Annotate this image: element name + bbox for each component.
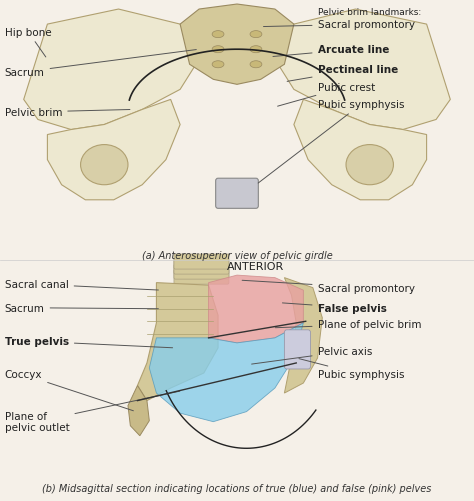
Text: Pelvic brim: Pelvic brim	[5, 108, 130, 118]
FancyBboxPatch shape	[174, 270, 229, 285]
Text: Plane of
pelvic outlet: Plane of pelvic outlet	[5, 391, 180, 433]
Ellipse shape	[81, 145, 128, 185]
Text: (b) Midsagittal section indicating locations of true (blue) and false (pink) pel: (b) Midsagittal section indicating locat…	[42, 483, 432, 493]
Ellipse shape	[250, 62, 262, 69]
Text: ANTERIOR: ANTERIOR	[228, 262, 284, 272]
Text: Plane of pelvic brim: Plane of pelvic brim	[275, 320, 421, 330]
Ellipse shape	[212, 32, 224, 39]
Text: Pectineal line: Pectineal line	[287, 65, 398, 82]
Text: Pubic crest: Pubic crest	[278, 83, 375, 107]
FancyBboxPatch shape	[174, 255, 229, 270]
Text: Pelvic axis: Pelvic axis	[252, 347, 372, 364]
Text: Sacral canal: Sacral canal	[5, 280, 158, 291]
Polygon shape	[294, 100, 427, 200]
Text: (a) Anterosuperior view of pelvic girdle: (a) Anterosuperior view of pelvic girdle	[142, 250, 332, 261]
Polygon shape	[128, 386, 149, 436]
Text: Hip bone: Hip bone	[5, 28, 51, 58]
FancyBboxPatch shape	[174, 265, 229, 280]
Text: Sacral promontory: Sacral promontory	[242, 281, 415, 293]
Ellipse shape	[346, 145, 393, 185]
Polygon shape	[47, 100, 180, 200]
Polygon shape	[209, 276, 303, 343]
Polygon shape	[137, 283, 218, 401]
Polygon shape	[284, 278, 322, 393]
Text: False pelvis: False pelvis	[283, 303, 386, 313]
FancyBboxPatch shape	[174, 260, 229, 275]
Text: Coccyx: Coccyx	[5, 370, 133, 411]
Ellipse shape	[212, 47, 224, 54]
FancyBboxPatch shape	[284, 330, 310, 369]
Text: Pubic symphysis: Pubic symphysis	[299, 359, 404, 380]
Text: True pelvis: True pelvis	[5, 337, 173, 348]
Polygon shape	[24, 10, 199, 130]
Ellipse shape	[212, 62, 224, 69]
Text: Sacrum: Sacrum	[5, 51, 196, 78]
Text: Arcuate line: Arcuate line	[273, 45, 389, 58]
Text: Pubic symphysis: Pubic symphysis	[258, 100, 404, 184]
FancyBboxPatch shape	[216, 179, 258, 209]
Polygon shape	[275, 10, 450, 130]
Ellipse shape	[250, 32, 262, 39]
Text: Pelvic brim landmarks:: Pelvic brim landmarks:	[318, 8, 421, 17]
Text: Sacrum: Sacrum	[5, 303, 158, 313]
Polygon shape	[180, 5, 294, 85]
Polygon shape	[149, 323, 303, 422]
Ellipse shape	[250, 47, 262, 54]
Text: Sacral promontory: Sacral promontory	[264, 20, 415, 30]
